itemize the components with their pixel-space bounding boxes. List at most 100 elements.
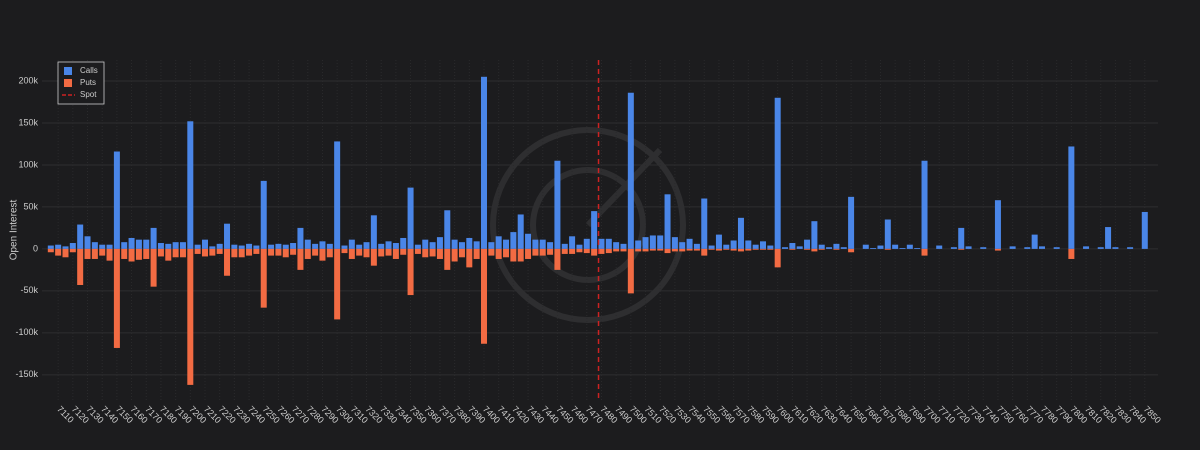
bar — [627, 248, 634, 294]
bar — [804, 248, 811, 250]
bar — [363, 248, 370, 258]
bar — [451, 239, 458, 249]
bar — [466, 237, 473, 249]
bar — [848, 196, 855, 249]
bar — [554, 248, 561, 270]
bar — [737, 217, 744, 249]
y-tick-label: 0 — [33, 243, 38, 253]
bars — [47, 76, 1148, 385]
bar — [723, 244, 730, 249]
bar — [503, 239, 510, 249]
bar — [488, 242, 495, 249]
bar — [547, 242, 554, 249]
y-tick-label: -150k — [15, 369, 38, 379]
bar — [378, 248, 385, 257]
bar — [55, 248, 62, 256]
bar — [965, 246, 972, 249]
bar — [605, 248, 612, 254]
bar — [715, 248, 722, 251]
bar — [275, 248, 282, 256]
bar — [936, 245, 943, 249]
bar — [209, 248, 216, 256]
bar — [356, 244, 363, 249]
bar — [224, 248, 231, 276]
bar — [921, 248, 928, 256]
bar — [319, 241, 326, 249]
bar — [576, 244, 583, 249]
bar — [1097, 247, 1104, 249]
bar — [539, 248, 546, 256]
bar — [774, 248, 781, 268]
bar — [649, 235, 656, 249]
bar — [693, 243, 700, 249]
bar — [282, 248, 289, 258]
bar — [892, 244, 899, 249]
bar — [561, 248, 568, 254]
bar — [91, 242, 98, 249]
bar — [679, 242, 686, 249]
bar — [370, 215, 377, 249]
bar — [1083, 246, 1090, 249]
bar — [91, 248, 98, 259]
bar — [1009, 246, 1016, 249]
bar — [194, 248, 201, 254]
bar — [238, 245, 245, 249]
bar — [906, 244, 913, 249]
legend-swatch — [64, 67, 72, 75]
y-tick-label: -50k — [20, 285, 38, 295]
bar — [231, 244, 238, 249]
bar — [950, 247, 957, 249]
bar — [789, 248, 796, 250]
bar — [525, 248, 532, 259]
bar — [422, 239, 429, 249]
bar — [253, 248, 260, 254]
legend-label: Spot — [80, 90, 97, 99]
bar — [268, 248, 275, 256]
bar — [356, 248, 363, 256]
bar — [613, 248, 620, 252]
grid: -150k-100k-50k050k100k150k200k7110712071… — [15, 60, 1163, 425]
y-axis-label: Open Interest — [9, 199, 20, 260]
bar — [620, 248, 627, 252]
bar — [77, 248, 84, 285]
y-tick-label: 200k — [18, 75, 38, 85]
bar — [811, 248, 818, 252]
legend-label: Calls — [80, 66, 98, 75]
bar — [275, 243, 282, 249]
bar — [238, 248, 245, 258]
bar — [782, 247, 789, 249]
bar — [55, 244, 62, 249]
bar — [47, 245, 54, 249]
bar — [480, 248, 487, 344]
watermark — [490, 127, 686, 323]
bar — [686, 248, 693, 251]
bar — [341, 248, 348, 254]
bar — [113, 248, 120, 348]
bar — [444, 210, 451, 249]
bar — [708, 245, 715, 249]
bar — [143, 239, 150, 249]
bar — [994, 248, 1001, 251]
bar — [591, 248, 598, 256]
bar — [179, 248, 186, 258]
bar — [312, 248, 319, 256]
bar — [260, 248, 267, 308]
bar — [69, 243, 76, 249]
bar — [576, 248, 583, 253]
bar — [767, 248, 774, 250]
bar — [128, 237, 135, 249]
bar — [759, 248, 766, 250]
bar — [304, 248, 311, 259]
bar — [980, 247, 987, 249]
bar — [1024, 247, 1031, 249]
bar — [796, 246, 803, 249]
bar — [598, 238, 605, 249]
bar — [385, 248, 392, 256]
bar — [429, 248, 436, 257]
bar — [451, 248, 458, 262]
bar — [216, 243, 223, 249]
bar — [99, 244, 106, 249]
